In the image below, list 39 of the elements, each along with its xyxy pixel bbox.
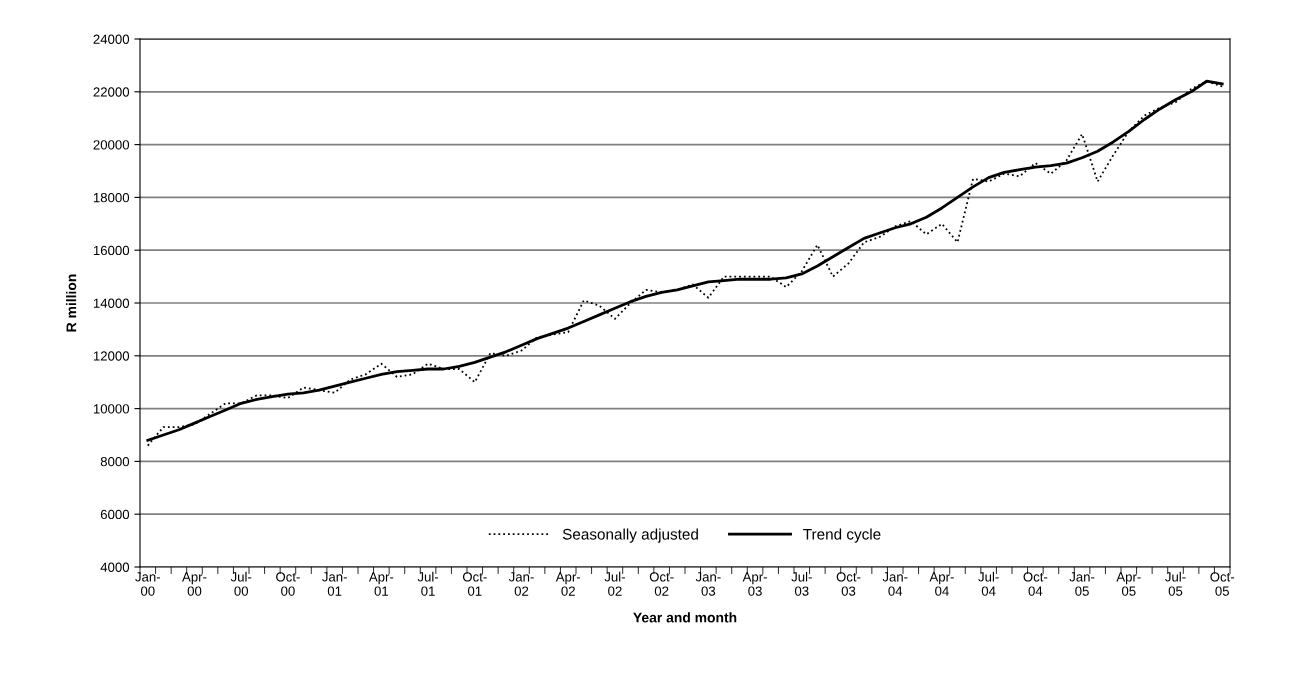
y-axis-title: R million xyxy=(66,274,77,332)
x-tick-label: Jan-03 xyxy=(695,572,721,596)
legend-label: Seasonally adjusted xyxy=(562,528,698,543)
x-axis-title: Year and month xyxy=(633,612,737,623)
x-tick-label: Jul-04 xyxy=(978,571,999,596)
x-tick-label: Apr-03 xyxy=(742,572,767,596)
x-tick-label: Apr-00 xyxy=(182,572,207,596)
x-tick-label: Jan-02 xyxy=(508,572,534,596)
y-tick-label: 16000 xyxy=(93,245,130,256)
y-tick-label: 6000 xyxy=(100,509,130,520)
x-tick-label: Jul-05 xyxy=(1165,571,1186,596)
x-tick-label: Apr-02 xyxy=(555,572,581,596)
x-tick-label: Jul-03 xyxy=(791,571,812,596)
x-tick-label: Jan-04 xyxy=(882,572,908,596)
x-tick-label: Jan-00 xyxy=(135,572,161,596)
legend-label: Trend cycle xyxy=(803,528,881,543)
x-tick-label: Jul-01 xyxy=(417,571,439,596)
x-tick-label: Jan-05 xyxy=(1069,572,1095,596)
x-tick-label: Apr-04 xyxy=(929,572,954,596)
x-tick-label: Oct-04 xyxy=(1023,572,1048,596)
x-tick-label: Oct-03 xyxy=(836,572,861,596)
x-tick-label: Oct-02 xyxy=(649,572,674,596)
y-tick-label: 20000 xyxy=(93,140,130,150)
x-tick-label: Apr-01 xyxy=(368,572,394,596)
y-tick-label: 4000 xyxy=(100,562,130,572)
y-tick-label: 14000 xyxy=(93,298,130,308)
x-tick-label: Jul-00 xyxy=(230,571,252,596)
y-tick-label: 12000 xyxy=(93,351,130,361)
y-tick-label: 24000 xyxy=(93,34,130,44)
x-tick-label: Oct-00 xyxy=(276,572,300,596)
x-tick-label: Jul-02 xyxy=(604,571,625,596)
y-tick-label: 8000 xyxy=(100,456,130,467)
x-tick-label: Oct-05 xyxy=(1210,572,1235,596)
y-tick-label: 22000 xyxy=(93,87,130,97)
x-tick-label: Oct-01 xyxy=(462,572,487,596)
x-tick-label: Apr-05 xyxy=(1116,572,1141,596)
y-tick-label: 18000 xyxy=(93,192,130,203)
x-tick-label: Jan-01 xyxy=(322,572,347,596)
y-tick-label: 10000 xyxy=(93,404,130,414)
